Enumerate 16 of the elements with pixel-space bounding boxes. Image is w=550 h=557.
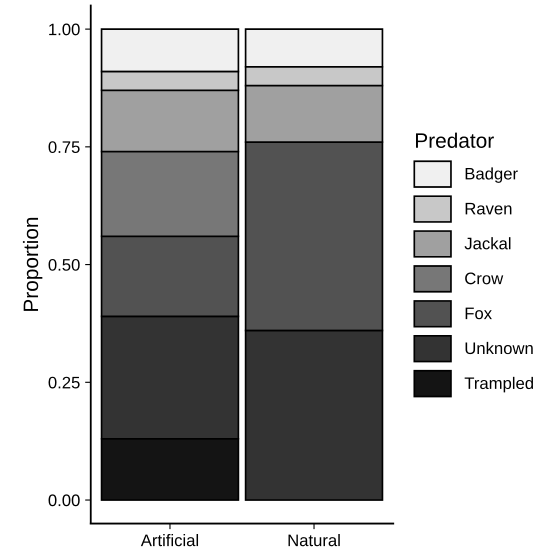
legend-label: Raven [466, 202, 512, 214]
legend-label: Fox [466, 308, 492, 320]
y-tick-label: 0.25 [48, 376, 80, 389]
y-axis-title: Proportion [22, 218, 42, 311]
y-tick-label: 0.50 [48, 258, 80, 271]
legend-label: Crow [465, 272, 504, 284]
x-tick-label: Artificial [140, 534, 198, 546]
legend-label: Unknown [466, 342, 533, 354]
legend-label: Badger [466, 167, 518, 183]
x-tick-label: Natural [288, 534, 340, 546]
legend-label: Trampled [464, 376, 533, 392]
y-tick-label: 0.00 [48, 494, 80, 506]
legend-label: Jackal [464, 237, 510, 250]
legend-title: Predator [416, 132, 494, 148]
y-tick-label: 0.75 [48, 141, 80, 154]
y-tick-label: 1.00 [49, 24, 80, 36]
